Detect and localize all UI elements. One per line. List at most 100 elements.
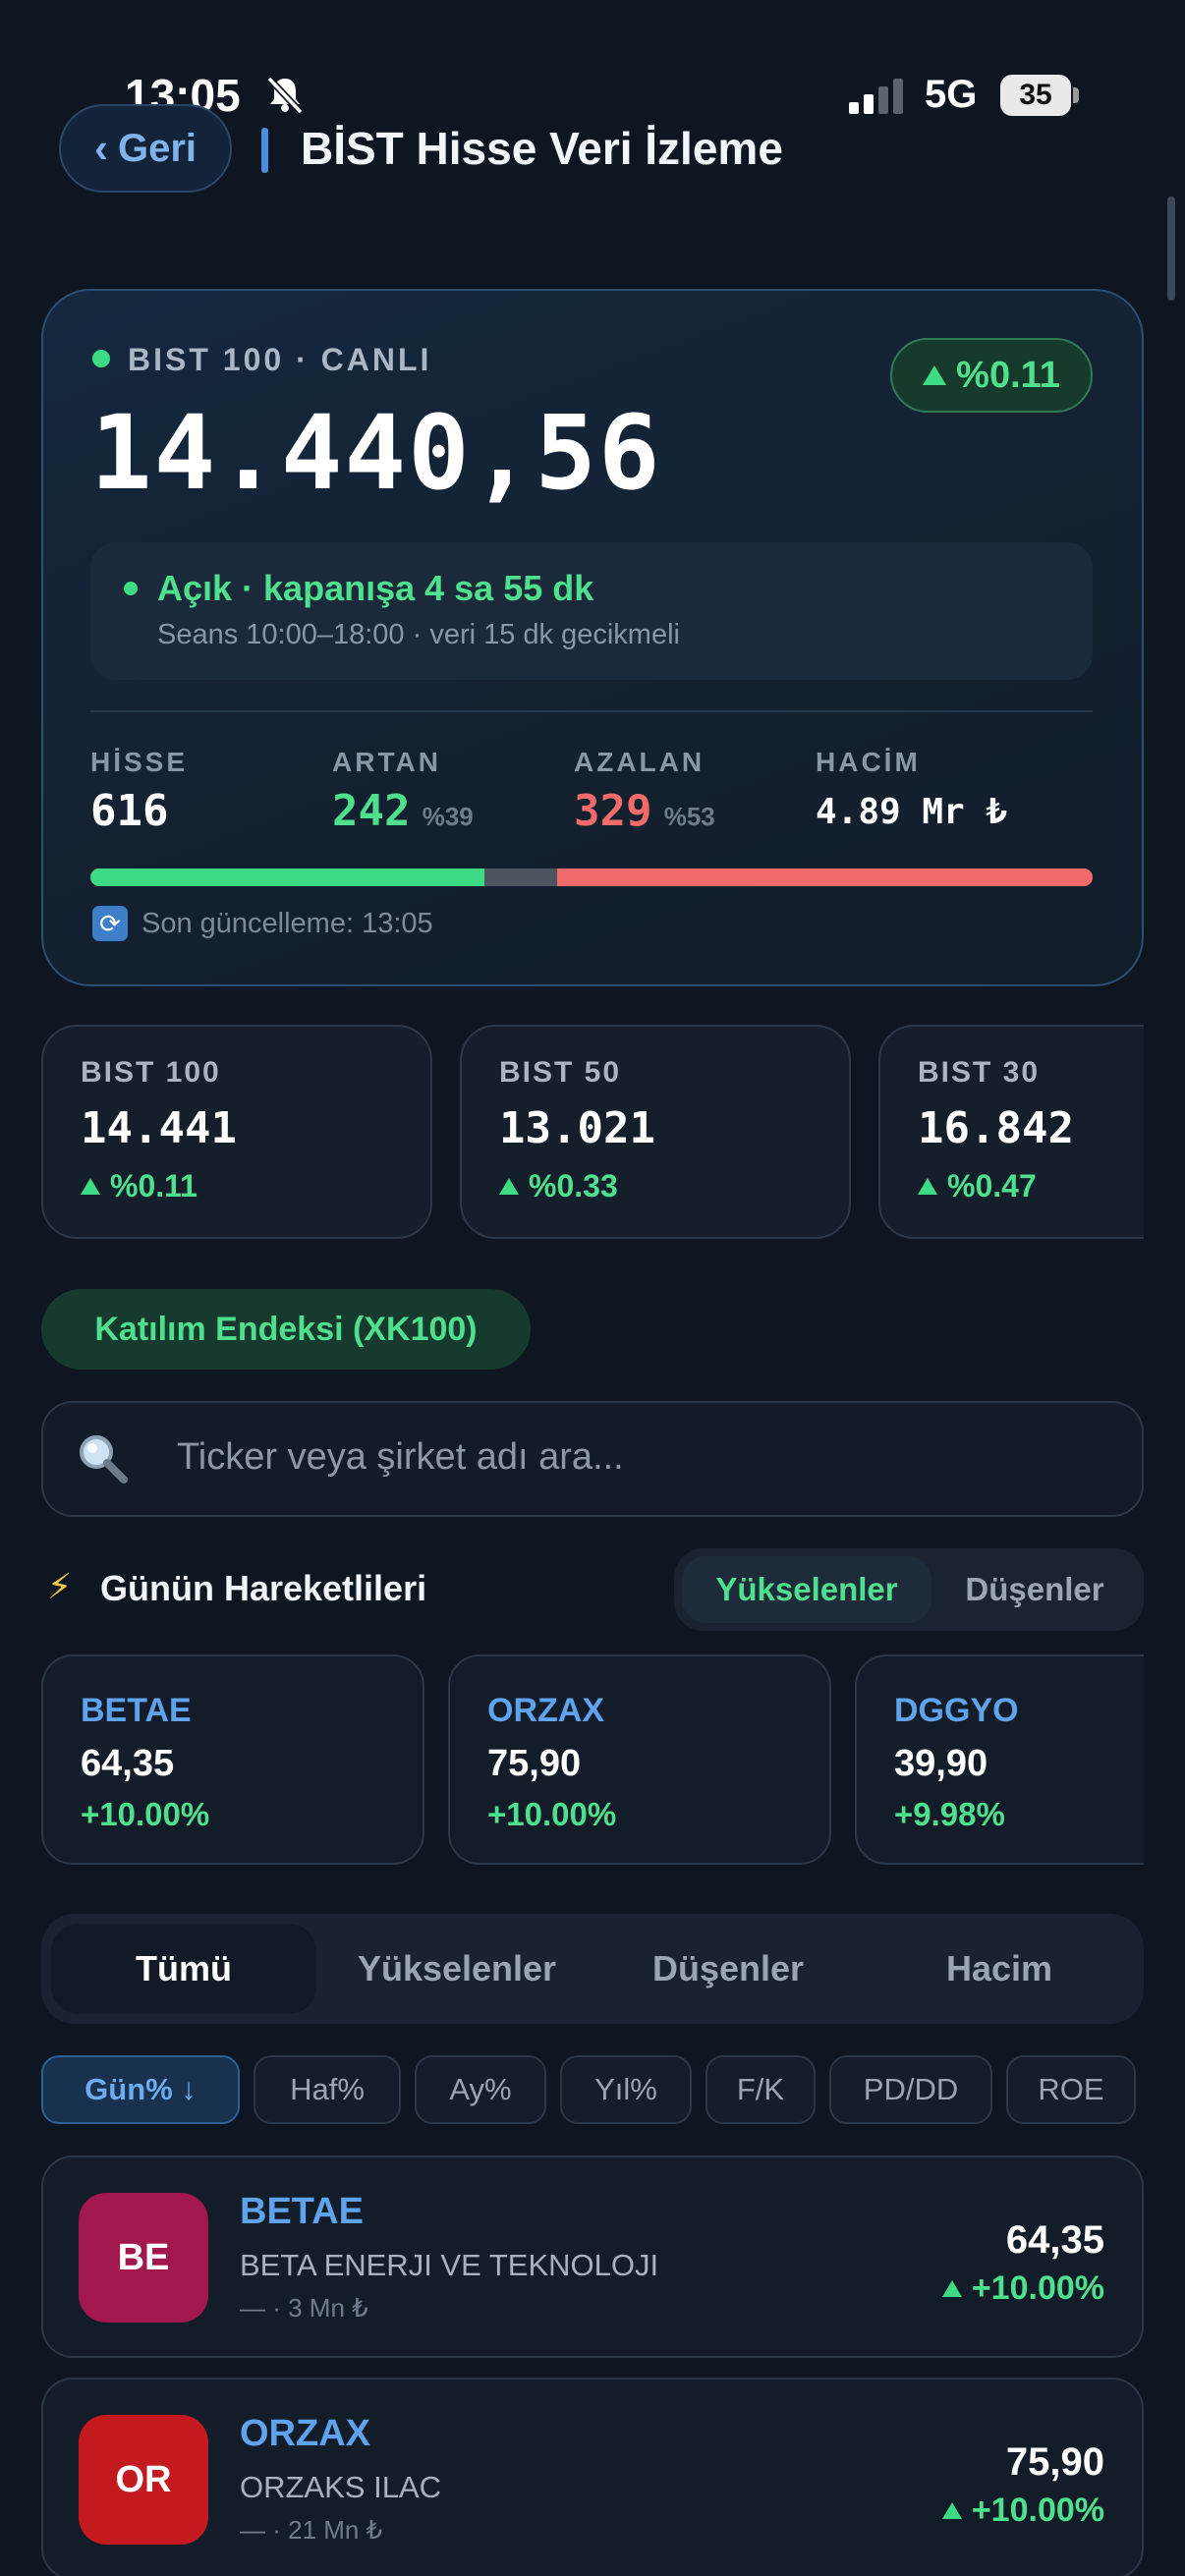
mover-ticker: DGGYO [894,1692,1019,1729]
stock-price: 75,90 [1005,2440,1104,2484]
tab-all[interactable]: Tümü [51,1924,316,2014]
session-status: Açık · kapanışa 4 sa 55 dk [157,568,594,608]
mover-ticker: ORZAX [487,1692,604,1729]
index-card-value: 13.021 [499,1103,655,1153]
index-card-change-value: %0.33 [529,1168,618,1204]
stock-change: +10.00% [941,2492,1104,2530]
stat-azalan: 329 %53 [574,786,715,836]
refresh-icon[interactable]: ⟳ [92,906,128,941]
up-arrow-icon [499,1178,519,1195]
network-label: 5G [925,73,978,116]
index-value: 14.440,56 [90,393,662,513]
stock-price: 64,35 [1005,2218,1104,2262]
live-label: BIST 100 · CANLI [128,342,432,377]
stock-name: ORZAKS ILAC [240,2470,441,2504]
mover-change: +9.98% [894,1796,1005,1832]
stat-value-hisse: 616 [90,786,169,836]
stock-ticker: ORZAX [240,2413,370,2454]
index-card-bist100[interactable]: BIST 100 14.441 %0.11 [41,1025,432,1239]
index-card-name: BIST 100 [81,1056,221,1089]
session-hours: Seans 10:00–18:00 · veri 15 dk gecikmeli [157,619,680,650]
index-card-name: BIST 50 [499,1056,622,1089]
sort-chip-pe[interactable]: F/K [705,2055,816,2124]
mover-change: +10.00% [487,1796,617,1832]
index-card-change: %0.33 [499,1168,618,1204]
sort-chip-year[interactable]: Yıl% [560,2055,692,2124]
mover-card-clip: DGGYO 39,90 +9.98% [855,1654,1144,1865]
index-card-value: 16.842 [918,1103,1074,1153]
mover-price: 64,35 [81,1743,175,1784]
index-card-clip: BIST 30 16.842 %0.47 [878,1025,1144,1239]
stat-value-azalan: 329 [574,786,652,836]
tab-losers[interactable]: Düşenler [651,1948,805,1988]
title-accent-bar [261,128,268,173]
index-card-bist50[interactable]: BIST 50 13.021 %0.33 [460,1025,851,1239]
sort-chip-week[interactable]: Haf% [254,2055,401,2124]
stat-label-artan: ARTAN [332,747,441,777]
page-title: BİST Hisse Veri İzleme [301,123,783,174]
up-arrow-icon [941,2280,962,2297]
session-status-box [90,542,1093,680]
index-card-change: %0.47 [918,1168,1037,1204]
stat-value-hacim: 4.89 Mr ₺ [816,792,1008,832]
stat-value-artan: 242 [332,786,411,836]
stock-meta: — · 21 Mn ₺ [240,2515,383,2545]
tab-gainers[interactable]: Yükselenler [357,1948,557,1988]
stock-avatar: OR [79,2415,208,2545]
katilim-index-button[interactable]: Katılım Endeksi (XK100) [41,1289,531,1370]
index-card-change: %0.11 [81,1168,198,1204]
sort-chip-month[interactable]: Ay% [415,2055,546,2124]
session-open-dot [124,582,138,595]
movers-toggle-losers[interactable]: Düşenler [965,1571,1104,1607]
index-card-bist30[interactable]: BIST 30 16.842 %0.47 [878,1025,1144,1239]
search-input[interactable] [177,1432,1100,1482]
up-arrow-icon [923,365,947,385]
stat-pct-azalan: %53 [663,802,715,831]
chevron-left-icon: ‹ [93,125,108,171]
back-label: Geri [117,126,198,170]
signal-icon [849,79,903,114]
mover-price: 75,90 [487,1743,582,1784]
stat-label-azalan: AZALAN [574,747,705,777]
up-arrow-icon [81,1178,100,1195]
movers-toggle-gainers[interactable]: Yükselenler [682,1556,931,1623]
battery-icon: 35 [1000,75,1079,116]
last-update: Son güncelleme: 13:05 [141,908,433,939]
stat-label-hacim: HACİM [816,747,921,777]
breadth-up-segment [90,868,484,886]
stat-label-hisse: HİSSE [90,747,189,777]
scrollbar-thumb[interactable] [1167,196,1175,301]
divider [90,710,1093,712]
breadth-flat-segment [483,868,558,886]
stock-change: +10.00% [941,2269,1104,2308]
sort-chip-pb[interactable]: PD/DD [829,2055,992,2124]
up-arrow-icon [941,2502,962,2519]
search-icon [80,1435,128,1484]
sort-chip-day[interactable]: Gün% ↓ [41,2055,240,2124]
stock-row[interactable]: OR ORZAX ORZAKS ILAC — · 21 Mn ₺ 75,90 +… [41,2378,1144,2576]
sort-chip-roe[interactable]: ROE [1006,2055,1136,2124]
index-card-change-value: %0.11 [110,1168,198,1204]
mover-card[interactable]: BETAE 64,35 +10.00% [41,1654,424,1865]
mover-ticker: BETAE [81,1692,192,1729]
battery-level: 35 [1019,79,1052,111]
tab-volume[interactable]: Hacim [945,1948,1053,1988]
lightning-icon: ⚡ [47,1566,73,1606]
stock-ticker: BETAE [240,2191,364,2232]
mover-price: 39,90 [894,1743,988,1784]
breadth-down-segment [557,868,1093,886]
stock-row[interactable]: BE BETAE BETA ENERJI VE TEKNOLOJI — · 3 … [41,2156,1144,2358]
stat-pct-artan: %39 [422,802,474,831]
stock-avatar: BE [79,2193,208,2323]
index-change-badge: %0.11 [890,338,1093,413]
mover-card[interactable]: ORZAX 75,90 +10.00% [448,1654,831,1865]
mover-card[interactable]: DGGYO 39,90 +9.98% [855,1654,1144,1865]
stock-change-value: +10.00% [971,2492,1104,2529]
up-arrow-icon [918,1178,937,1195]
stat-artan: 242 %39 [332,786,474,836]
index-change-value: %0.11 [956,354,1060,396]
bell-muted-icon [266,76,304,115]
market-breadth-bar [90,868,1093,886]
stock-meta: — · 3 Mn ₺ [240,2293,368,2323]
back-button[interactable]: ‹ Geri [59,104,232,193]
